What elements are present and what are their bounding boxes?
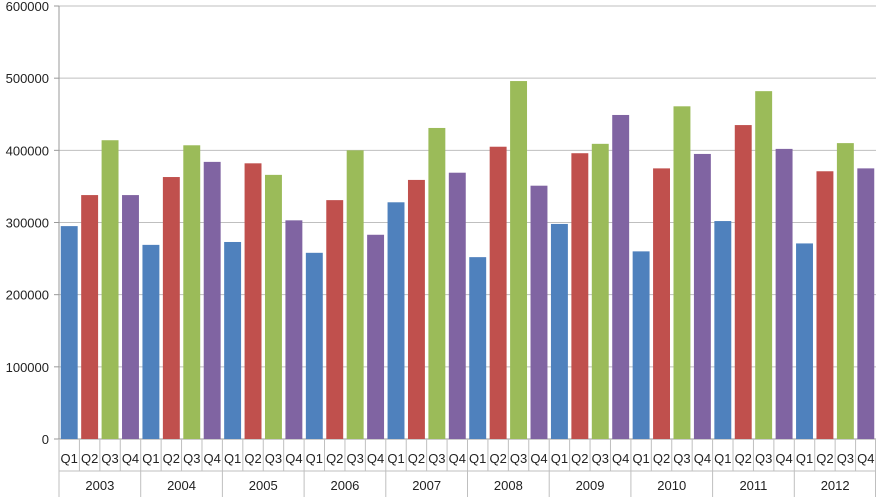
x-quarter-label: Q4 (285, 451, 302, 466)
bar-2011-q3 (755, 91, 773, 439)
bar-2003-q3 (101, 140, 119, 440)
x-quarter-label: Q2 (81, 451, 98, 466)
bar-2006-q1 (305, 252, 323, 439)
bar-2004-q4 (203, 161, 221, 439)
bar-2010-q2 (653, 168, 670, 439)
bar-2003-q4 (122, 195, 139, 439)
x-quarter-label: Q3 (592, 451, 609, 466)
x-quarter-label: Q4 (612, 451, 629, 466)
bar-2011-q2 (734, 125, 752, 439)
bar-2011-q4 (775, 148, 793, 439)
x-quarter-label: Q3 (346, 451, 363, 466)
x-quarter-label: Q1 (224, 451, 241, 466)
bar-2005-q3 (265, 174, 282, 439)
x-quarter-label: Q3 (265, 451, 282, 466)
x-quarter-label: Q4 (449, 451, 466, 466)
bar-2008-q1 (469, 257, 487, 439)
x-quarter-label: Q2 (408, 451, 425, 466)
bar-2008-q3 (510, 81, 528, 439)
x-quarter-label: Q4 (857, 451, 874, 466)
bar-2010-q4 (693, 153, 711, 440)
x-quarter-label: Q3 (428, 451, 445, 466)
bar-2012-q2 (816, 171, 834, 440)
x-year-label: 2010 (657, 478, 686, 493)
x-year-label: 2003 (85, 478, 114, 493)
x-quarter-label: Q3 (510, 451, 527, 466)
bar-2009-q4 (612, 114, 630, 439)
y-tick-label: 500000 (6, 71, 49, 86)
x-quarter-label: Q4 (204, 451, 221, 466)
x-year-label: 2005 (249, 478, 278, 493)
bar-2010-q3 (673, 106, 691, 439)
x-quarter-label: Q2 (489, 451, 506, 466)
y-tick-label: 400000 (6, 143, 49, 158)
bar-2009-q1 (550, 223, 568, 439)
bar-2005-q4 (285, 220, 303, 439)
y-tick-label: 100000 (6, 360, 49, 375)
bar-2006-q4 (367, 234, 385, 439)
x-quarter-label: Q1 (387, 451, 404, 466)
bar-2012-q3 (836, 143, 854, 439)
x-quarter-label: Q4 (122, 451, 139, 466)
x-quarter-label: Q1 (61, 451, 78, 466)
x-quarter-label: Q2 (816, 451, 833, 466)
x-year-label: 2006 (330, 478, 359, 493)
x-quarter-label: Q4 (367, 451, 384, 466)
bar-2004-q3 (183, 145, 201, 439)
bar-2009-q2 (571, 153, 589, 439)
x-year-label: 2008 (494, 478, 523, 493)
x-quarter-label: Q1 (306, 451, 323, 466)
x-quarter-label: Q3 (101, 451, 118, 466)
x-quarter-label: Q3 (755, 451, 772, 466)
bar-2011-q1 (714, 221, 732, 439)
x-quarter-label: Q2 (326, 451, 343, 466)
x-quarter-label: Q4 (530, 451, 547, 466)
bar-2007-q3 (428, 127, 446, 439)
x-quarter-label: Q4 (775, 451, 792, 466)
bar-2004-q1 (142, 244, 160, 439)
x-year-label: 2009 (576, 478, 605, 493)
bar-2008-q4 (530, 185, 548, 439)
y-tick-label: 0 (42, 432, 49, 447)
bar-2006-q3 (346, 150, 364, 440)
bar-2012-q4 (857, 168, 875, 439)
bar-2007-q4 (448, 172, 466, 439)
bar-2004-q2 (162, 177, 180, 439)
x-quarter-label: Q3 (837, 451, 854, 466)
x-quarter-label: Q1 (796, 451, 813, 466)
bar-2007-q2 (407, 179, 425, 439)
bar-2009-q3 (591, 143, 609, 440)
x-quarter-label: Q1 (632, 451, 649, 466)
x-year-label: 2007 (412, 478, 441, 493)
y-tick-label: 600000 (6, 0, 49, 14)
bar-2010-q1 (632, 251, 650, 439)
x-quarter-label: Q2 (735, 451, 752, 466)
bar-2003-q1 (60, 226, 78, 439)
x-quarter-label: Q2 (571, 451, 588, 466)
x-year-label: 2011 (739, 478, 767, 493)
bar-2007-q1 (387, 202, 405, 439)
x-quarter-label: Q2 (244, 451, 261, 466)
x-year-label: 2012 (821, 478, 850, 493)
bar-2003-q2 (81, 195, 99, 439)
bar-2005-q1 (224, 241, 242, 439)
y-tick-label: 300000 (6, 216, 49, 231)
x-quarter-label: Q1 (469, 451, 486, 466)
x-quarter-label: Q4 (694, 451, 711, 466)
bar-2008-q2 (489, 146, 507, 439)
x-quarter-label: Q1 (551, 451, 568, 466)
bar-2012-q1 (796, 243, 813, 439)
x-quarter-label: Q3 (183, 451, 200, 466)
bar-2005-q2 (244, 163, 262, 439)
x-year-label: 2004 (167, 478, 196, 493)
x-quarter-label: Q3 (673, 451, 690, 466)
bar-2006-q2 (326, 200, 344, 439)
x-quarter-label: Q2 (163, 451, 180, 466)
y-tick-label: 200000 (6, 288, 49, 303)
x-quarter-label: Q1 (142, 451, 159, 466)
x-quarter-label: Q1 (714, 451, 731, 466)
x-quarter-label: Q2 (653, 451, 670, 466)
